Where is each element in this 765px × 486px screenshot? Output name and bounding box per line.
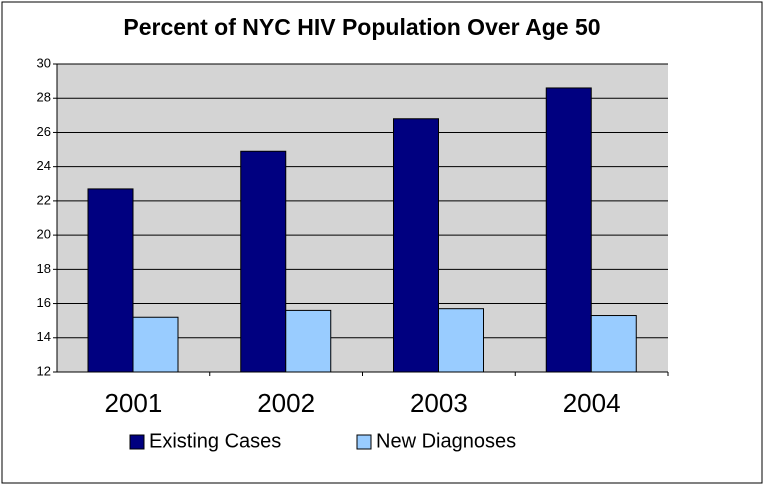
- x-tick-label: 2004: [563, 388, 621, 418]
- y-tick-label: 28: [37, 90, 51, 105]
- y-tick-label: 26: [37, 124, 51, 139]
- x-tick-label: 2001: [104, 388, 162, 418]
- y-tick-label: 12: [37, 363, 51, 378]
- x-tick-label: 2002: [257, 388, 315, 418]
- y-tick-label: 24: [37, 158, 51, 173]
- y-tick-label: 14: [37, 329, 51, 344]
- legend-swatch: [356, 434, 372, 450]
- bar: [545, 87, 592, 373]
- bar: [240, 150, 287, 373]
- bar: [132, 316, 179, 373]
- bar: [393, 118, 439, 373]
- chart-title: Percent of NYC HIV Population Over Age 5…: [123, 14, 600, 40]
- bar: [87, 188, 134, 373]
- bar: [590, 315, 637, 373]
- y-tick-label: 22: [37, 192, 51, 207]
- y-tick-label: 18: [37, 261, 51, 276]
- y-tick-label: 20: [37, 227, 51, 242]
- legend-label: New Diagnoses: [376, 430, 516, 452]
- legend-swatch: [129, 434, 145, 450]
- legend-label: Existing Cases: [149, 430, 281, 452]
- bar: [285, 309, 332, 373]
- y-tick-label: 16: [37, 295, 51, 310]
- bar: [438, 308, 484, 373]
- y-tick-label: 30: [37, 55, 51, 70]
- x-tick-label: 2003: [410, 388, 468, 418]
